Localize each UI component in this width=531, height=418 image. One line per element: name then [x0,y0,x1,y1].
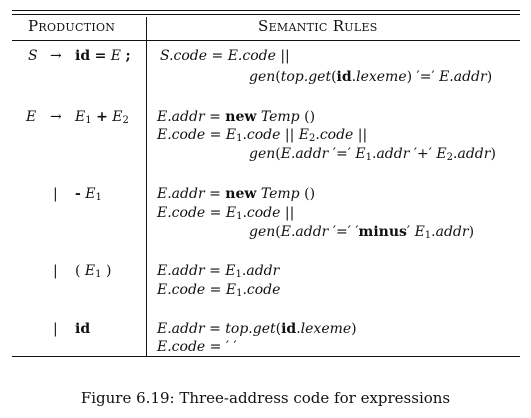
semantic-rule: E.code = E1.code || [157,205,295,222]
table-top-rule-1 [12,10,520,11]
production-rhs: id [75,321,91,337]
semantic-rule: S.code = E.code || [160,48,290,64]
production-rhs: - E1 [75,186,102,203]
semantic-rule: E.code = ′ ′ [157,339,237,355]
table-bottom-rule [12,356,520,357]
production-lhs-s: S [28,48,38,64]
figure-caption: Figure 6.19: Three-address code for expr… [80,389,451,407]
production-rhs: id = E ; [75,48,131,64]
production-rhs: ( E1 ) [75,263,112,280]
semantic-rule: E.addr = new Temp () [157,109,316,125]
column-divider [146,17,147,356]
production-bar: | [53,186,58,202]
production-arrow: → [50,109,62,125]
production-rhs: E1 + E2 [75,109,129,126]
semantic-rule: E.code = E1.code || E2.code || [157,127,368,144]
header-production: Production [28,17,116,35]
semantic-rule: E.addr = E1.addr [157,263,280,280]
production-lhs-e: E [26,109,37,125]
semantic-rule: E.addr = new Temp () [157,186,316,202]
semantic-rule: gen(top.get(id.lexeme) ′=′ E.addr) [249,69,493,85]
semantic-rule: E.addr = top.get(id.lexeme) [157,321,357,337]
production-bar: | [53,263,58,279]
production-bar: | [53,321,58,337]
header-semantic-rules: Semantic Rules [258,17,378,35]
production-arrow: → [50,48,62,64]
semantic-rule: E.code = E1.code [157,282,281,299]
semantic-rule: gen(E.addr ′=′ ′minus′ E1.addr) [249,224,475,241]
semantic-rule: gen(E.addr ′=′ E1.addr ′+′ E2.addr) [249,146,496,163]
table-top-rule-2 [12,14,520,15]
header-rule [12,40,520,41]
